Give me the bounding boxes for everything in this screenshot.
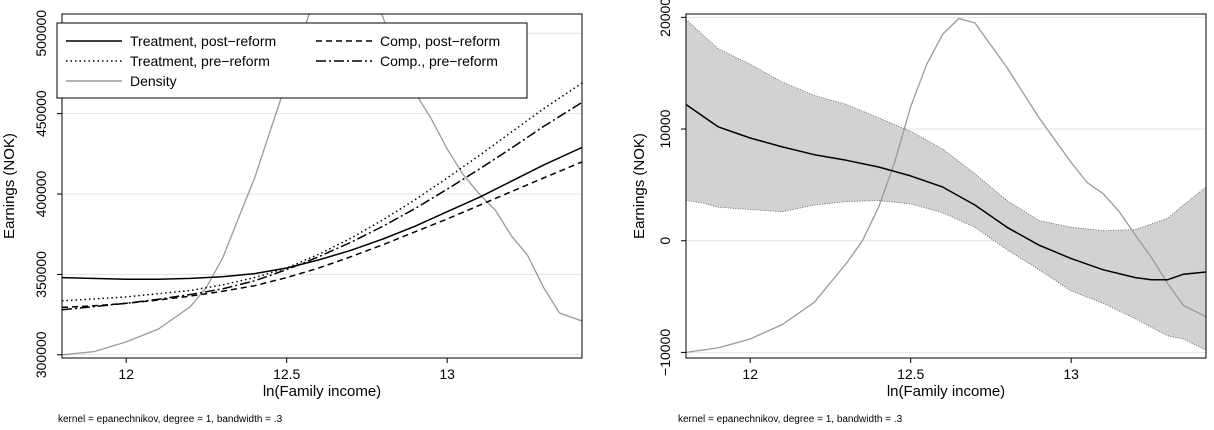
right-y-axis-title: Earnings (NOK) [631, 133, 648, 239]
right-y-tick-label: 20000 [657, 0, 673, 37]
right-plot-frame [685, 13, 1207, 359]
legend-label-density: Density [130, 73, 177, 89]
left-series-treatment-post-reform [62, 146, 582, 280]
right-y-tick-label: 10000 [657, 109, 673, 148]
legend: Treatment, post−reform Treatment, pre−re… [56, 22, 528, 99]
left-series-comp-post-reform [62, 161, 582, 309]
left-x-tick-label: 12 [118, 366, 134, 382]
left-x-tick-label: 12.5 [273, 366, 300, 382]
right-series-line-0 [686, 103, 1206, 281]
left-y-tick-label: 500000 [33, 10, 49, 57]
right-chart: 12 12.5 13 −10000 0 10000 20000 ln(Family inc… [631, 0, 1207, 425]
right-x-axis: 12 12.5 13 [742, 358, 1079, 382]
confidence-band-upper [686, 19, 1206, 232]
left-y-axis-title: Earnings (NOK) [1, 133, 18, 239]
right-footnote: kernel = epanechnikov, degree = 1, bandw… [678, 414, 903, 425]
confidence-band-lower [686, 200, 1206, 351]
right-series-line-1 [686, 17, 1206, 354]
right-y-tick-label: −10000 [657, 329, 673, 376]
left-x-axis: 12 12.5 13 [118, 358, 455, 382]
left-series-layer [62, 14, 582, 356]
left-footnote: kernel = epanechnikov, degree = 1, bandw… [58, 414, 283, 425]
legend-label-comp-post: Comp, post−reform [380, 33, 500, 49]
left-plot-frame [61, 13, 583, 359]
confidence-band [686, 19, 1206, 351]
legend-label-comp-pre: Comp., pre−reform [380, 53, 498, 69]
legend-label-treatment-pre: Treatment, pre−reform [130, 53, 270, 69]
left-y-tick-label: 450000 [33, 90, 49, 137]
left-series-treatment-pre-reform [62, 82, 582, 302]
left-series-density [62, 14, 582, 356]
right-series-layer [686, 17, 1206, 354]
right-y-tick-label: 0 [657, 237, 673, 245]
right-x-tick-label: 12 [742, 366, 758, 382]
left-y-tick-label: 300000 [33, 331, 49, 378]
right-x-axis-title: ln(Family income) [887, 383, 1005, 400]
right-x-tick-label: 13 [1063, 366, 1079, 382]
left-series-comp-pre-reform [62, 101, 582, 311]
legend-frame [56, 22, 528, 99]
legend-label-treatment-post: Treatment, post−reform [130, 33, 276, 49]
left-y-tick-label: 400000 [33, 170, 49, 217]
left-y-tick-label: 350000 [33, 251, 49, 298]
left-x-axis-title: ln(Family income) [263, 383, 381, 400]
left-x-tick-label: 13 [439, 366, 455, 382]
right-y-axis: −10000 0 10000 20000 [657, 0, 686, 376]
left-y-axis: 300000 350000 400000 450000 500000 [33, 10, 62, 378]
left-chart: 12 12.5 13 300000350000400000450000500000 … [1, 10, 583, 425]
right-x-tick-label: 12.5 [897, 366, 924, 382]
